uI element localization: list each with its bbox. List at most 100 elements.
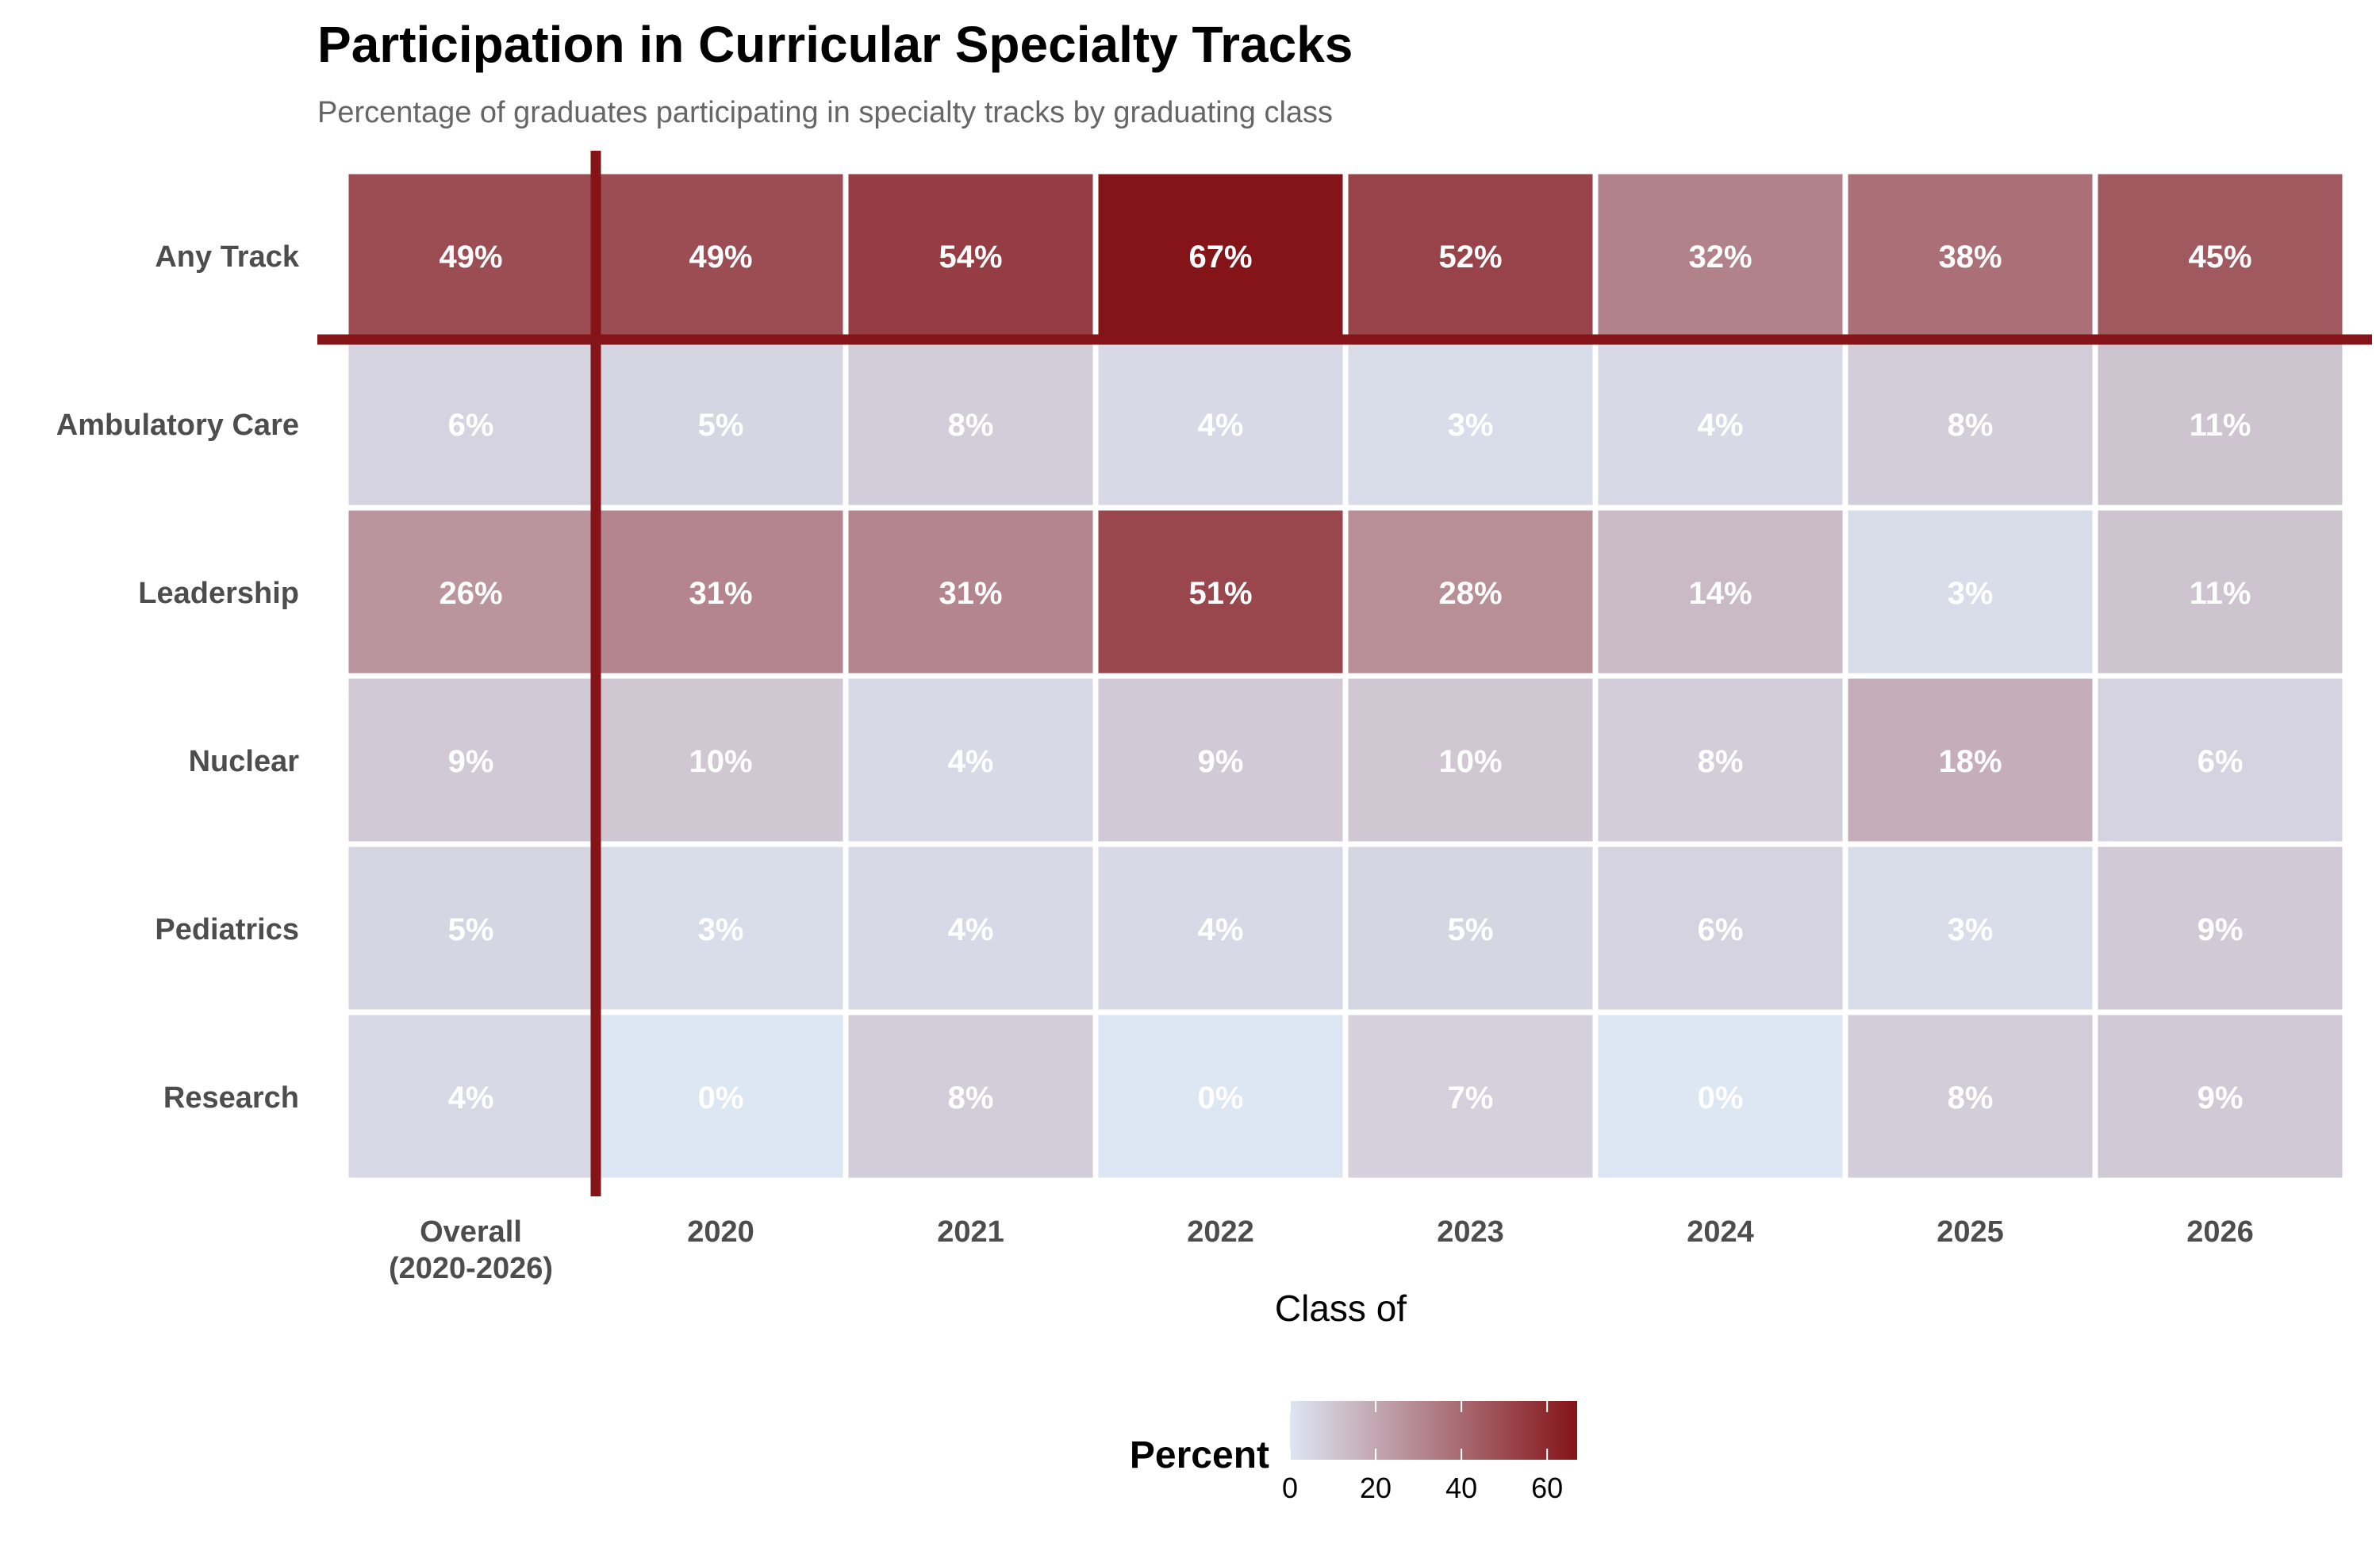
- heatmap-cell: [1348, 174, 1593, 337]
- heatmap-cell: [848, 342, 1093, 505]
- cell-value-label: 10%: [1438, 744, 1502, 779]
- heatmap-cell: [1598, 678, 1843, 842]
- cell-value-label: 4%: [1698, 408, 1744, 443]
- heatmap-cell: [848, 1015, 1093, 1178]
- heatmap-cell: [1098, 342, 1343, 505]
- cell-value-label: 6%: [2198, 744, 2244, 779]
- y-tick-label: Research: [163, 1081, 299, 1115]
- heatmap-cell: [598, 846, 843, 1010]
- x-tick-label: Overall (2020-2026): [389, 1215, 553, 1285]
- cell-value-label: 28%: [1438, 576, 1502, 611]
- x-tick-label: 2020: [687, 1215, 754, 1249]
- x-axis-labels: Overall (2020-2026) 2020 2021 2022 2023 2024 20…: [389, 1215, 2254, 1285]
- y-tick-label: Leadership: [138, 577, 299, 610]
- cell-value-label: 3%: [698, 912, 744, 947]
- heatmap-cell: [348, 846, 593, 1010]
- heatmap-cell: [348, 678, 593, 842]
- cell-value-label: 52%: [1438, 240, 1502, 274]
- heatmap-cell: [1598, 174, 1843, 337]
- cell-value-label: 4%: [948, 912, 994, 947]
- heatmap-cell: [348, 342, 593, 505]
- y-tick-label: Any Track: [155, 240, 300, 274]
- cell-value-label: 3%: [1948, 576, 1994, 611]
- x-tick-label: 2026: [2186, 1215, 2254, 1249]
- heatmap-cell: [598, 1015, 843, 1178]
- x-tick-label: 2024: [1687, 1215, 1754, 1249]
- x-tick-label: 2021: [937, 1215, 1004, 1249]
- heatmap-cell: [1098, 510, 1343, 674]
- chart-title: Participation in Curricular Specialty Tr…: [317, 16, 1353, 73]
- cell-value-label: 10%: [689, 744, 752, 779]
- cell-value-label: 6%: [1698, 912, 1744, 947]
- heatmap-cell: [1848, 510, 2093, 674]
- cell-value-label: 31%: [939, 576, 1002, 611]
- heatmap-cell: [1848, 1015, 2093, 1178]
- x-tick-label: 2025: [1937, 1215, 2004, 1249]
- heatmap-cell: [1098, 1015, 1343, 1178]
- legend-tick-label: 40: [1445, 1472, 1477, 1504]
- heatmap-cell: [848, 174, 1093, 337]
- cell-value-label: 32%: [1688, 240, 1752, 274]
- x-tick-label: 2022: [1187, 1215, 1254, 1249]
- x-axis-title: Class of: [1275, 1288, 1407, 1329]
- heatmap-cell: [598, 510, 843, 674]
- heatmap-cell: [1098, 846, 1343, 1010]
- heatmap-cell: [2098, 846, 2343, 1010]
- heatmap-cell: [848, 846, 1093, 1010]
- cell-value-label: 7%: [1448, 1081, 1494, 1115]
- heatmap-cell: [1098, 678, 1343, 842]
- cell-value-label: 49%: [689, 240, 752, 274]
- heatmap-cell: [1848, 846, 2093, 1010]
- highlight-lines: [317, 151, 2372, 1196]
- cell-value-label: 0%: [1698, 1081, 1744, 1115]
- heatmap-cell: [1848, 342, 2093, 505]
- cell-value-label: 9%: [2198, 912, 2244, 947]
- heatmap-cell: [848, 510, 1093, 674]
- heatmap-cell: [598, 174, 843, 337]
- legend-title: Percent: [1130, 1434, 1269, 1476]
- cell-value-label: 5%: [1448, 912, 1494, 947]
- cell-value-label: 38%: [1938, 240, 2002, 274]
- heatmap-cell: [1848, 174, 2093, 337]
- heatmap-cell: [598, 678, 843, 842]
- cell-value-label: 9%: [1198, 744, 1244, 779]
- heatmap-cell: [1348, 678, 1593, 842]
- heatmap-cell: [1848, 678, 2093, 842]
- cell-value-label: 4%: [1198, 408, 1244, 443]
- heatmap-cell: [1348, 1015, 1593, 1178]
- heatmap-cell: [348, 174, 593, 337]
- heatmap-cell: [1598, 846, 1843, 1010]
- heatmap-cell: [1598, 1015, 1843, 1178]
- heatmap-cell: [2098, 510, 2343, 674]
- cell-value-label: 54%: [939, 240, 1002, 274]
- cell-value-label: 26%: [439, 576, 502, 611]
- heatmap-cell: [348, 1015, 593, 1178]
- legend-tick-label: 60: [1531, 1472, 1563, 1504]
- cell-value-label: 6%: [448, 408, 494, 443]
- heatmap-cell: [1348, 846, 1593, 1010]
- legend-tick-label: 0: [1282, 1472, 1298, 1504]
- heatmap-cell: [2098, 1015, 2343, 1178]
- cell-value-label: 8%: [1948, 1081, 1994, 1115]
- cell-value-label: 31%: [689, 576, 752, 611]
- cell-value-label: 8%: [948, 408, 994, 443]
- heatmap-cell: [1098, 174, 1343, 337]
- cell-value-label: 8%: [1948, 408, 1994, 443]
- heatmap-cell: [598, 342, 843, 505]
- cell-value-label: 8%: [948, 1081, 994, 1115]
- heatmap-cell: [2098, 174, 2343, 337]
- cell-value-label: 3%: [1448, 408, 1494, 443]
- heatmap-cell: [1598, 342, 1843, 505]
- y-tick-label: Nuclear: [189, 745, 300, 778]
- cell-value-label: 3%: [1948, 912, 1994, 947]
- heatmap-cells: [348, 174, 2343, 1178]
- cell-value-label: 8%: [1698, 744, 1744, 779]
- cell-value-label: 5%: [698, 408, 744, 443]
- y-axis-labels: Any Track Ambulatory Care Leadership Nuclea…: [56, 240, 300, 1115]
- cell-value-label: 9%: [2198, 1081, 2244, 1115]
- x-tick-label: 2023: [1437, 1215, 1504, 1249]
- cell-value-label: 45%: [2188, 240, 2251, 274]
- cell-value-label: 49%: [439, 240, 502, 274]
- heatmap-cell: [1348, 342, 1593, 505]
